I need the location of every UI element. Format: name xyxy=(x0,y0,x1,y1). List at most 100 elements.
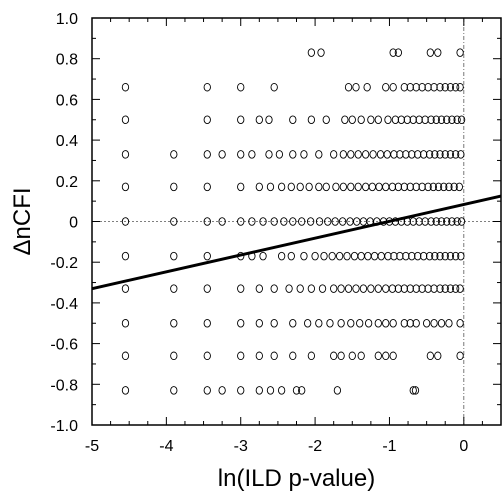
data-point xyxy=(406,319,414,328)
data-point xyxy=(237,182,245,192)
data-point xyxy=(390,251,398,261)
data-point xyxy=(357,351,365,361)
data-point xyxy=(436,150,444,159)
data-point xyxy=(306,217,315,226)
data-point xyxy=(326,319,334,328)
data-point xyxy=(237,351,245,361)
data-point xyxy=(333,386,342,395)
data-point xyxy=(356,319,364,328)
data-point xyxy=(352,284,360,293)
data-point xyxy=(277,251,286,261)
y-tick-label: 1.0 xyxy=(56,11,78,28)
data-point xyxy=(315,182,323,192)
data-point xyxy=(424,182,432,192)
data-point xyxy=(415,217,423,226)
data-point xyxy=(255,284,263,293)
data-point xyxy=(307,351,316,361)
data-point xyxy=(456,284,464,293)
data-point xyxy=(266,182,275,192)
tick-labels: -5 -4 -3 -2 -1 0 1.0 0.8 0.6 0.4 0.2 0 -0.2 -0.4 -0.6 -… xyxy=(50,11,468,455)
data-point xyxy=(441,251,449,261)
data-point xyxy=(388,182,397,192)
data-point xyxy=(265,115,273,124)
y-tick-label: 0.4 xyxy=(56,133,78,150)
data-point xyxy=(320,251,328,261)
data-point xyxy=(384,251,392,261)
data-point xyxy=(237,115,245,124)
data-point xyxy=(305,182,313,192)
data-point xyxy=(248,217,256,226)
data-point xyxy=(446,251,455,261)
data-point xyxy=(425,251,434,261)
y-axis-title: ΔnCFI xyxy=(9,187,36,255)
data-point xyxy=(431,150,439,159)
data-point xyxy=(406,82,414,92)
data-point xyxy=(121,150,130,159)
data-point xyxy=(170,251,178,261)
y-tick-label: -0.4 xyxy=(50,296,78,313)
data-point xyxy=(420,251,428,261)
data-point xyxy=(448,217,456,226)
data-point xyxy=(354,150,362,159)
data-point xyxy=(394,284,403,293)
data-point xyxy=(374,351,382,361)
data-point xyxy=(390,150,398,159)
data-point xyxy=(457,150,465,159)
data-point xyxy=(377,251,385,261)
data-point xyxy=(374,284,382,293)
data-point xyxy=(436,251,444,261)
data-point xyxy=(409,115,417,124)
data-point xyxy=(237,217,245,226)
data-point xyxy=(322,182,330,192)
data-point xyxy=(402,150,410,159)
data-point xyxy=(218,386,226,395)
data-point xyxy=(370,251,379,261)
data-point xyxy=(396,251,404,261)
data-point xyxy=(237,82,245,92)
data-point xyxy=(348,115,356,124)
data-point xyxy=(337,284,345,293)
data-point xyxy=(237,284,245,293)
data-point xyxy=(368,182,377,192)
data-point xyxy=(203,251,211,261)
data-point xyxy=(457,251,465,261)
data-point xyxy=(296,182,304,192)
data-point xyxy=(315,319,323,328)
data-point xyxy=(203,115,211,124)
data-point xyxy=(446,284,455,293)
data-point xyxy=(391,115,400,124)
data-point xyxy=(412,284,420,293)
data-point xyxy=(436,82,444,92)
data-point xyxy=(307,115,316,124)
data-point xyxy=(389,319,397,328)
data-point xyxy=(362,150,370,159)
data-point xyxy=(348,351,356,361)
data-point xyxy=(287,251,295,261)
data-point xyxy=(248,150,256,159)
data-point xyxy=(437,115,446,124)
data-point xyxy=(298,386,306,395)
data-point xyxy=(408,251,416,261)
y-tick-label: -0.6 xyxy=(50,337,78,354)
data-point xyxy=(424,82,432,92)
data-point xyxy=(409,217,417,226)
data-point xyxy=(330,150,338,159)
data-point xyxy=(418,82,426,92)
data-point xyxy=(446,82,455,92)
data-point xyxy=(289,351,297,361)
data-point xyxy=(418,182,426,192)
data-point xyxy=(170,386,178,395)
data-point xyxy=(237,150,245,159)
data-point xyxy=(456,351,464,361)
data-point xyxy=(347,150,355,159)
data-point xyxy=(400,182,408,192)
y-tick-label: -0.8 xyxy=(50,377,78,394)
data-point xyxy=(344,82,353,92)
data-point xyxy=(432,115,440,124)
data-point xyxy=(337,351,345,361)
data-point xyxy=(432,217,440,226)
data-point xyxy=(389,82,397,92)
data-point xyxy=(359,284,368,293)
data-point xyxy=(409,386,417,395)
data-point xyxy=(412,182,420,192)
